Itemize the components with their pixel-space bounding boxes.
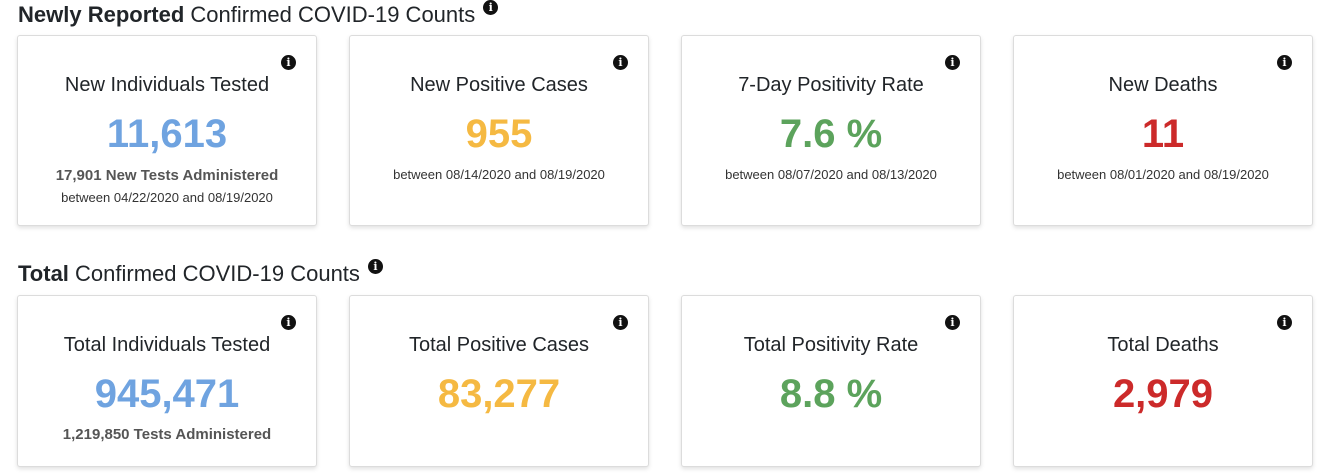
new-tested-card: i New Individuals Tested 11,613 17,901 N… bbox=[17, 35, 317, 226]
new-tested-info-icon[interactable]: i bbox=[281, 55, 296, 70]
new-positive-info-icon[interactable]: i bbox=[613, 55, 628, 70]
new-tests-administered: 17,901 New Tests Administered bbox=[55, 167, 279, 184]
total-deaths-title: Total Deaths bbox=[1107, 334, 1219, 356]
new-positivity-date-range: between 08/07/2020 and 08/13/2020 bbox=[725, 167, 937, 182]
total-tested-value: 945,471 bbox=[94, 372, 240, 416]
total-positive-info-icon[interactable]: i bbox=[613, 315, 628, 330]
total-positive-value: 83,277 bbox=[437, 372, 561, 416]
new-tested-value: 11,613 bbox=[106, 112, 228, 156]
total-positivity-info-icon[interactable]: i bbox=[945, 315, 960, 330]
new-section-info-icon[interactable]: i bbox=[483, 0, 499, 15]
new-deaths-card: i New Deaths 11 between 08/01/2020 and 0… bbox=[1013, 35, 1313, 226]
total-positive-card: i Total Positive Cases 83,277 bbox=[349, 295, 649, 467]
new-section-heading-bold: Newly Reported bbox=[18, 2, 185, 27]
new-tested-date-range: between 04/22/2020 and 08/19/2020 bbox=[61, 190, 273, 205]
new-positivity-title: 7-Day Positivity Rate bbox=[738, 74, 924, 96]
new-positivity-info-icon[interactable]: i bbox=[945, 55, 960, 70]
new-positivity-card: i 7-Day Positivity Rate 7.6 % between 08… bbox=[681, 35, 981, 226]
total-deaths-value: 2,979 bbox=[1112, 372, 1214, 416]
total-tested-card: i Total Individuals Tested 945,471 1,219… bbox=[17, 295, 317, 467]
total-deaths-card: i Total Deaths 2,979 bbox=[1013, 295, 1313, 467]
new-deaths-info-icon[interactable]: i bbox=[1277, 55, 1292, 70]
total-section-info-icon[interactable]: i bbox=[367, 259, 383, 274]
new-deaths-title: New Deaths bbox=[1108, 74, 1218, 96]
total-positive-title: Total Positive Cases bbox=[408, 334, 590, 356]
new-positive-value: 955 bbox=[465, 112, 533, 156]
total-tested-title: Total Individuals Tested bbox=[63, 334, 271, 356]
total-section-heading-bold: Total bbox=[18, 261, 69, 286]
new-positive-title: New Positive Cases bbox=[410, 74, 588, 96]
total-section-heading-text: Confirmed COVID-19 Counts bbox=[68, 261, 360, 286]
total-positivity-card: i Total Positivity Rate 8.8 % bbox=[681, 295, 981, 467]
new-positive-date-range: between 08/14/2020 and 08/19/2020 bbox=[393, 167, 605, 182]
new-deaths-date-range: between 08/01/2020 and 08/19/2020 bbox=[1057, 167, 1269, 182]
total-tests-administered: 1,219,850 Tests Administered bbox=[62, 426, 272, 443]
new-section-heading: Newly Reported Confirmed COVID-19 Counts… bbox=[18, 0, 499, 29]
total-positivity-title: Total Positivity Rate bbox=[743, 334, 919, 356]
new-positivity-value: 7.6 % bbox=[779, 112, 883, 156]
total-section-heading: Total Confirmed COVID-19 Counts i bbox=[18, 259, 383, 288]
new-deaths-value: 11 bbox=[1141, 112, 1185, 156]
total-deaths-info-icon[interactable]: i bbox=[1277, 315, 1292, 330]
new-section-heading-text: Confirmed COVID-19 Counts bbox=[184, 2, 476, 27]
new-positive-card: i New Positive Cases 955 between 08/14/2… bbox=[349, 35, 649, 226]
total-tested-info-icon[interactable]: i bbox=[281, 315, 296, 330]
new-tested-title: New Individuals Tested bbox=[64, 74, 270, 96]
total-positivity-value: 8.8 % bbox=[779, 372, 883, 416]
